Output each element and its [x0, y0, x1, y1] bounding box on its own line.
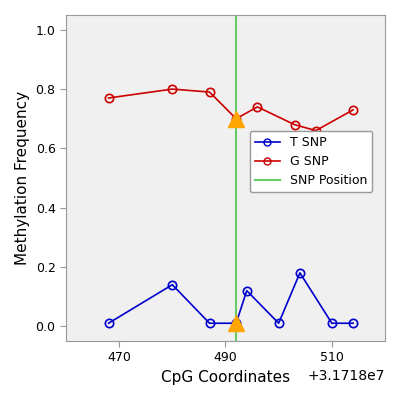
Y-axis label: Methylation Frequency: Methylation Frequency — [15, 91, 30, 265]
X-axis label: CpG Coordinates: CpG Coordinates — [161, 370, 290, 385]
Legend: T SNP, G SNP, SNP Position: T SNP, G SNP, SNP Position — [250, 131, 372, 192]
